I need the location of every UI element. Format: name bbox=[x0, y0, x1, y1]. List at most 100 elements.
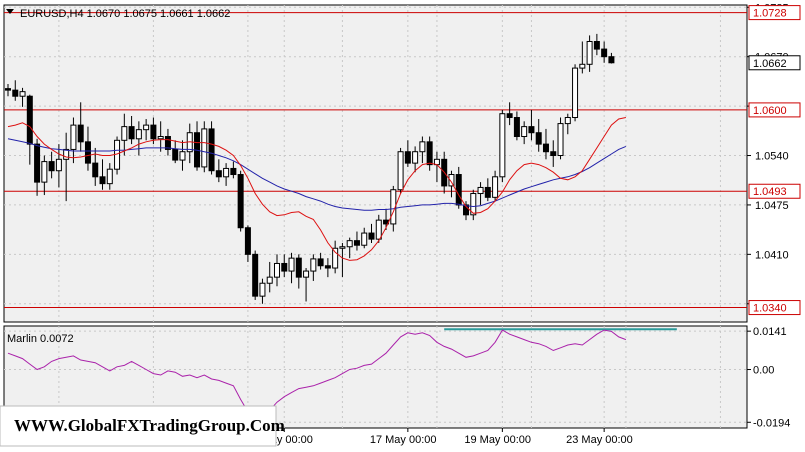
candle-body bbox=[426, 141, 433, 166]
candle bbox=[572, 64, 579, 122]
candle bbox=[288, 252, 295, 284]
candle bbox=[259, 278, 266, 304]
level-price-box bbox=[748, 183, 801, 199]
candle bbox=[593, 33, 600, 56]
candle bbox=[310, 254, 317, 281]
candle-body bbox=[484, 186, 491, 198]
time-tick-label: 23 May 00:00 bbox=[566, 434, 633, 446]
candle-body bbox=[608, 56, 615, 64]
candle-body bbox=[593, 40, 600, 50]
candle-body bbox=[324, 265, 331, 269]
indicator-axis: 0.0141 0.00 -0.0194 bbox=[747, 326, 790, 429]
candle-body bbox=[557, 123, 564, 157]
candle bbox=[164, 128, 171, 156]
candle bbox=[397, 147, 404, 194]
candle bbox=[230, 161, 237, 179]
candle bbox=[579, 41, 586, 74]
candle bbox=[41, 155, 48, 196]
candle-body bbox=[92, 162, 99, 178]
candle bbox=[506, 102, 513, 126]
candle bbox=[470, 189, 477, 221]
candle bbox=[426, 136, 433, 171]
candle-body bbox=[477, 186, 484, 195]
watermark-text: WWW.GlobalFXTradingGroup.Com bbox=[14, 416, 285, 435]
candle bbox=[353, 231, 360, 251]
candle-body bbox=[499, 113, 506, 178]
price-axis: 1.07351.06701.06051.05401.04751.04101.03… bbox=[747, 2, 789, 311]
candle-body bbox=[172, 148, 179, 161]
candle-body bbox=[332, 247, 339, 269]
level-price-value: 1.0600 bbox=[753, 105, 787, 117]
indicator-name-label: Marlin 0.0072 bbox=[7, 333, 74, 345]
candle bbox=[150, 117, 157, 145]
indicator-tick-label: 0.00 bbox=[753, 365, 774, 377]
candle bbox=[324, 258, 331, 278]
candle-body bbox=[12, 89, 19, 97]
indicator-tick-label: 0.0141 bbox=[753, 326, 787, 338]
candle-body bbox=[26, 95, 33, 145]
candle bbox=[513, 111, 520, 141]
candle-body bbox=[70, 124, 77, 150]
candle bbox=[99, 159, 106, 190]
candle bbox=[106, 163, 113, 190]
candle-body bbox=[281, 262, 288, 272]
candle-body bbox=[63, 148, 70, 160]
candle-body bbox=[339, 246, 346, 249]
candle bbox=[121, 113, 128, 156]
candle-body bbox=[404, 151, 411, 164]
candle bbox=[12, 80, 19, 101]
candle bbox=[143, 119, 150, 141]
indicator-tick-label: -0.0194 bbox=[753, 417, 790, 429]
candle bbox=[368, 223, 375, 243]
candle-body bbox=[579, 63, 586, 69]
candle-body bbox=[412, 151, 419, 164]
candle-body bbox=[143, 124, 150, 131]
candle-body bbox=[84, 141, 91, 164]
candle bbox=[528, 109, 535, 141]
candle-body bbox=[288, 257, 295, 272]
chart-menu-triangle-icon[interactable] bbox=[6, 9, 14, 14]
candle bbox=[404, 140, 411, 167]
candle bbox=[34, 138, 41, 196]
candle-body bbox=[201, 128, 208, 168]
candle bbox=[586, 35, 593, 72]
candle bbox=[70, 117, 77, 164]
candle bbox=[361, 227, 368, 249]
watermark: WWW.GlobalFXTradingGroup.Com bbox=[0, 405, 285, 447]
symbol-info-label: EURUSD,H4 1.0670 1.0675 1.0661 1.0662 bbox=[20, 8, 230, 20]
candle bbox=[608, 52, 615, 64]
candle-body bbox=[295, 257, 302, 278]
candle-body bbox=[528, 126, 535, 134]
horizontal-levels bbox=[4, 12, 747, 309]
candle bbox=[521, 121, 528, 145]
candle bbox=[5, 84, 11, 97]
marlin-oscillator-line bbox=[7, 329, 627, 425]
candle-body bbox=[34, 143, 41, 183]
candle bbox=[375, 214, 382, 243]
candle bbox=[463, 201, 470, 221]
candle-body bbox=[353, 240, 360, 246]
candle-body bbox=[77, 124, 84, 143]
candle bbox=[412, 146, 419, 173]
candle-body bbox=[310, 258, 317, 272]
candle-body bbox=[535, 132, 542, 145]
candle bbox=[477, 182, 484, 205]
candle-body bbox=[463, 204, 470, 216]
candle-body bbox=[492, 176, 499, 198]
candle bbox=[208, 121, 215, 175]
candle bbox=[19, 87, 26, 107]
candle bbox=[179, 140, 186, 171]
candle-body bbox=[361, 232, 368, 246]
candle-body bbox=[448, 174, 455, 187]
time-tick-label: 19 May 00:00 bbox=[464, 434, 531, 446]
candle-body bbox=[164, 136, 171, 150]
candle bbox=[281, 254, 288, 278]
time-axis: 13 May 00:00 17 May 00:00 19 May 00:00 23 M… bbox=[246, 428, 633, 446]
candle-body bbox=[223, 167, 230, 178]
candle-body bbox=[266, 276, 273, 284]
candle-body bbox=[317, 258, 324, 267]
candle bbox=[346, 237, 353, 259]
candle-body bbox=[135, 129, 142, 140]
candle bbox=[419, 136, 426, 164]
candle-body bbox=[208, 128, 215, 172]
